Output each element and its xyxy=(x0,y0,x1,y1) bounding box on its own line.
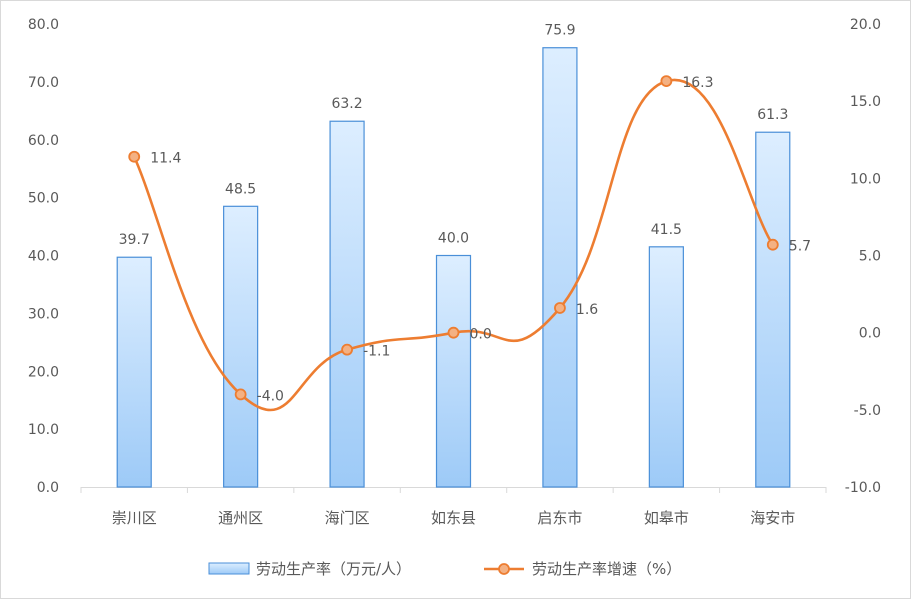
left-axis-tick-label: 60.0 xyxy=(28,133,59,149)
category-label: 如皋市 xyxy=(644,509,689,527)
line-point xyxy=(128,150,141,163)
line-data-label: -1.1 xyxy=(363,344,390,360)
bar xyxy=(648,246,684,488)
left-axis-tick-label: 20.0 xyxy=(28,364,59,380)
category-label: 崇川区 xyxy=(112,509,157,527)
bar xyxy=(755,131,791,488)
bar-data-label: 40.0 xyxy=(438,231,469,247)
category-label: 海安市 xyxy=(750,509,795,527)
legend: 劳动生产率（万元/人） 劳动生产率增速（%） xyxy=(208,560,681,578)
line-series: 11.4 -4.0 -1.1 0.0 1.6 16.3 5.7 xyxy=(128,75,811,412)
right-axis-tick-label: 5.0 xyxy=(859,249,881,265)
left-axis-tick-label: 70.0 xyxy=(28,75,59,91)
category-label: 如东县 xyxy=(431,509,476,527)
bar xyxy=(116,256,152,488)
line-point xyxy=(554,302,566,314)
bar-data-label: 61.3 xyxy=(757,107,788,123)
legend-line-marker xyxy=(498,563,510,575)
legend-bar-swatch xyxy=(208,562,250,575)
bar-data-label: 41.5 xyxy=(651,222,682,238)
bar-data-label: 75.9 xyxy=(544,23,575,39)
right-axis-tick-label: 20.0 xyxy=(850,17,881,33)
right-axis-tick-label: 15.0 xyxy=(850,94,881,110)
line-data-label: 11.4 xyxy=(150,151,181,167)
bar xyxy=(542,47,578,488)
line-data-label: 5.7 xyxy=(789,239,811,255)
legend-label-line: 劳动生产率增速（%） xyxy=(532,560,681,578)
line-point xyxy=(447,326,460,339)
category-label: 通州区 xyxy=(218,509,263,527)
right-axis-tick-label: -5.0 xyxy=(854,403,881,419)
right-axis-tick-label: 10.0 xyxy=(850,171,881,187)
bar xyxy=(329,120,365,488)
line-point xyxy=(341,343,353,356)
left-axis-tick-label: 30.0 xyxy=(28,306,59,322)
bar xyxy=(223,205,259,488)
category-label: 启东市 xyxy=(537,509,582,527)
line-point xyxy=(766,238,779,251)
bar-data-label: 48.5 xyxy=(225,181,256,197)
bar-data-label: 39.7 xyxy=(119,232,150,248)
left-axis-tick-label: 80.0 xyxy=(28,17,59,33)
category-label: 海门区 xyxy=(325,509,370,527)
right-y-axis: -10.0 -5.0 0.0 5.0 10.0 15.0 20.0 xyxy=(845,17,881,496)
right-axis-tick-label: -10.0 xyxy=(845,480,881,496)
bar-data-label: 63.2 xyxy=(331,96,362,112)
left-axis-tick-label: 10.0 xyxy=(28,422,59,438)
bar xyxy=(435,254,472,488)
line-data-label: 0.0 xyxy=(470,327,492,343)
bar-series: 39.7 48.5 63.2 40.0 75.9 41.5 61.3 xyxy=(116,23,791,488)
line-data-label: -4.0 xyxy=(257,388,284,404)
x-axis: 崇川区 通州区 海门区 如东县 启东市 如皋市 海安市 xyxy=(80,487,827,527)
line-data-label: 1.6 xyxy=(576,302,598,318)
legend-label-bar: 劳动生产率（万元/人） xyxy=(256,560,411,578)
line-data-label: 16.3 xyxy=(682,75,713,91)
line-point xyxy=(234,388,247,401)
right-axis-tick-label: 0.0 xyxy=(859,326,881,342)
left-axis-tick-label: 0.0 xyxy=(37,480,59,496)
left-axis-tick-label: 40.0 xyxy=(28,249,59,265)
left-axis-tick-label: 50.0 xyxy=(28,191,59,207)
left-y-axis: 0.0 10.0 20.0 30.0 40.0 50.0 60.0 70.0 80.0 xyxy=(28,17,59,496)
line-point xyxy=(660,75,673,88)
